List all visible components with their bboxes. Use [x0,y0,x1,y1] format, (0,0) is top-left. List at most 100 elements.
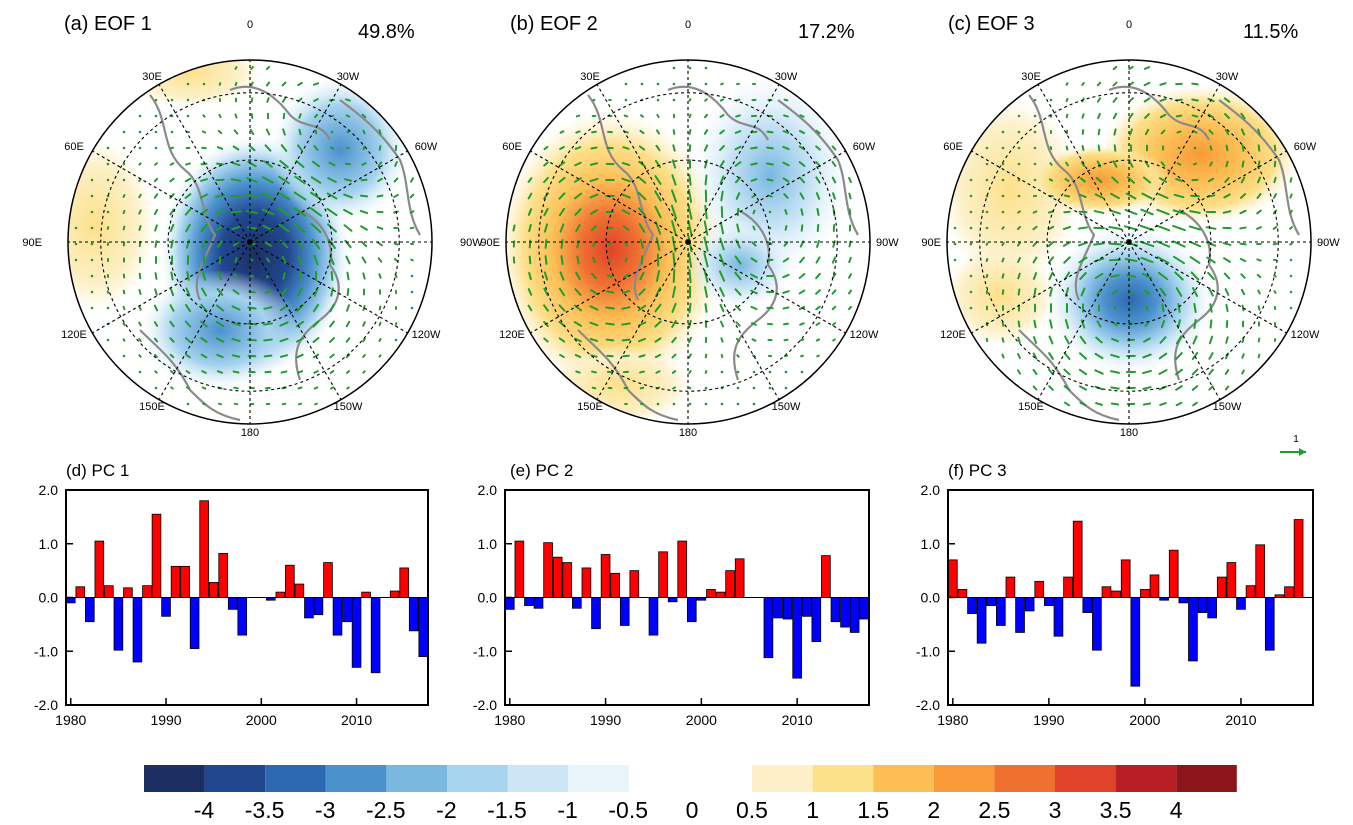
bar [859,597,870,620]
colorbar-swatch [1176,765,1237,792]
anomaly-field [68,60,432,424]
bar [1197,597,1208,613]
coastlines [577,85,859,422]
bar [208,582,219,598]
x-tick-label: 1980 [494,712,525,728]
y-tick-label: 2.0 [39,482,59,498]
bar [285,564,295,598]
colorbar-label: 0.5 [736,797,768,823]
map-title: (b) EOF 2 [510,13,598,35]
colorbar-label: -1 [557,797,577,823]
graticule [506,60,870,424]
reference-vector: 1 [1280,434,1306,456]
bar [504,597,515,610]
bar [199,500,209,598]
y-tick-label: -1.0 [916,643,940,659]
bar [1178,597,1189,604]
bar [313,597,324,616]
bar [1120,559,1131,598]
bar [1255,544,1265,598]
meridian-line [687,84,780,243]
svg-text:90E: 90E [480,237,500,249]
svg-text:30E: 30E [142,71,162,83]
colorbar-boxes [144,765,1237,792]
y-tick-label: -2.0 [916,697,940,713]
colorbar-label: -3.5 [245,797,285,823]
y-tick-label: 2.0 [921,482,941,498]
bar [418,597,429,658]
bar [161,597,171,617]
map-title: (c) EOF 3 [948,13,1035,35]
bar [1140,589,1150,598]
colorbar-swatch [873,765,934,792]
bar [629,570,640,598]
colorbar-label: 4 [1170,797,1183,823]
colorbar-label: -0.5 [608,797,648,823]
map-variance: 49.8% [358,21,415,43]
latitude-circle [100,92,400,392]
colorbar-swatch [507,765,569,792]
graticule [68,60,432,424]
svg-text:30W: 30W [1216,71,1239,83]
map-boundary [946,59,1312,425]
bar [1168,549,1179,598]
x-tick-label: 1990 [1033,712,1064,728]
bar [792,597,802,679]
svg-text:0: 0 [685,19,691,31]
svg-text:60E: 60E [502,141,522,153]
colorbar-label: 3.5 [1100,797,1132,823]
latitude-circle [979,92,1279,392]
svg-text:150W: 150W [1213,401,1242,413]
meridian-line [249,150,408,243]
meridian-line [971,150,1130,243]
svg-text:150E: 150E [577,401,603,413]
svg-text:60E: 60E [943,141,963,153]
bar [294,583,305,598]
latitude-circle [1046,159,1212,325]
longitude-labels: 0 180 90E 90W 30E 60E 30W 60W 120E 150E … [22,19,483,439]
bar [132,597,143,663]
colorbar-label: 1.5 [857,797,889,823]
bar [275,591,286,598]
bar [304,597,314,619]
svg-text:60W: 60W [853,141,876,153]
meridian-line [92,241,251,334]
bar [947,559,958,598]
x-tick-label: 2000 [246,712,277,728]
bar [123,587,133,598]
meridian-line [530,150,689,243]
meridian-line [1037,84,1130,243]
bar [830,597,841,623]
y-tick-label: -1.0 [473,643,497,659]
y-tick-label: -2.0 [34,697,58,713]
colorbar-swatch [812,765,874,792]
bar [180,565,190,598]
bar [1188,597,1198,662]
svg-text:120W: 120W [412,329,441,341]
bar [514,540,525,598]
meridian-line [1128,241,1287,334]
colorbar-swatch [325,765,387,792]
bar [94,540,105,598]
bar [1101,586,1112,598]
bar [237,597,248,636]
meridian-line [249,84,342,243]
y-tick-label: 1.0 [921,536,941,552]
axes: -2.0 -1.0 0.0 1.0 2.0 1980 1990 2000 2010 [34,482,429,728]
bar [619,597,630,626]
svg-text:180: 180 [241,427,259,439]
colorbar-label: -1.5 [487,797,527,823]
bar [552,556,563,598]
svg-text:60W: 60W [415,141,438,153]
meridian-line [530,241,689,334]
map-boundary [67,59,433,425]
bar [1063,576,1073,598]
map-boundary [505,59,871,425]
latitude-circle [167,159,333,325]
bar [600,554,611,598]
meridian-line [92,150,251,243]
colorbar-label: -2.5 [366,797,406,823]
bar [1207,597,1217,619]
bar [332,597,343,636]
